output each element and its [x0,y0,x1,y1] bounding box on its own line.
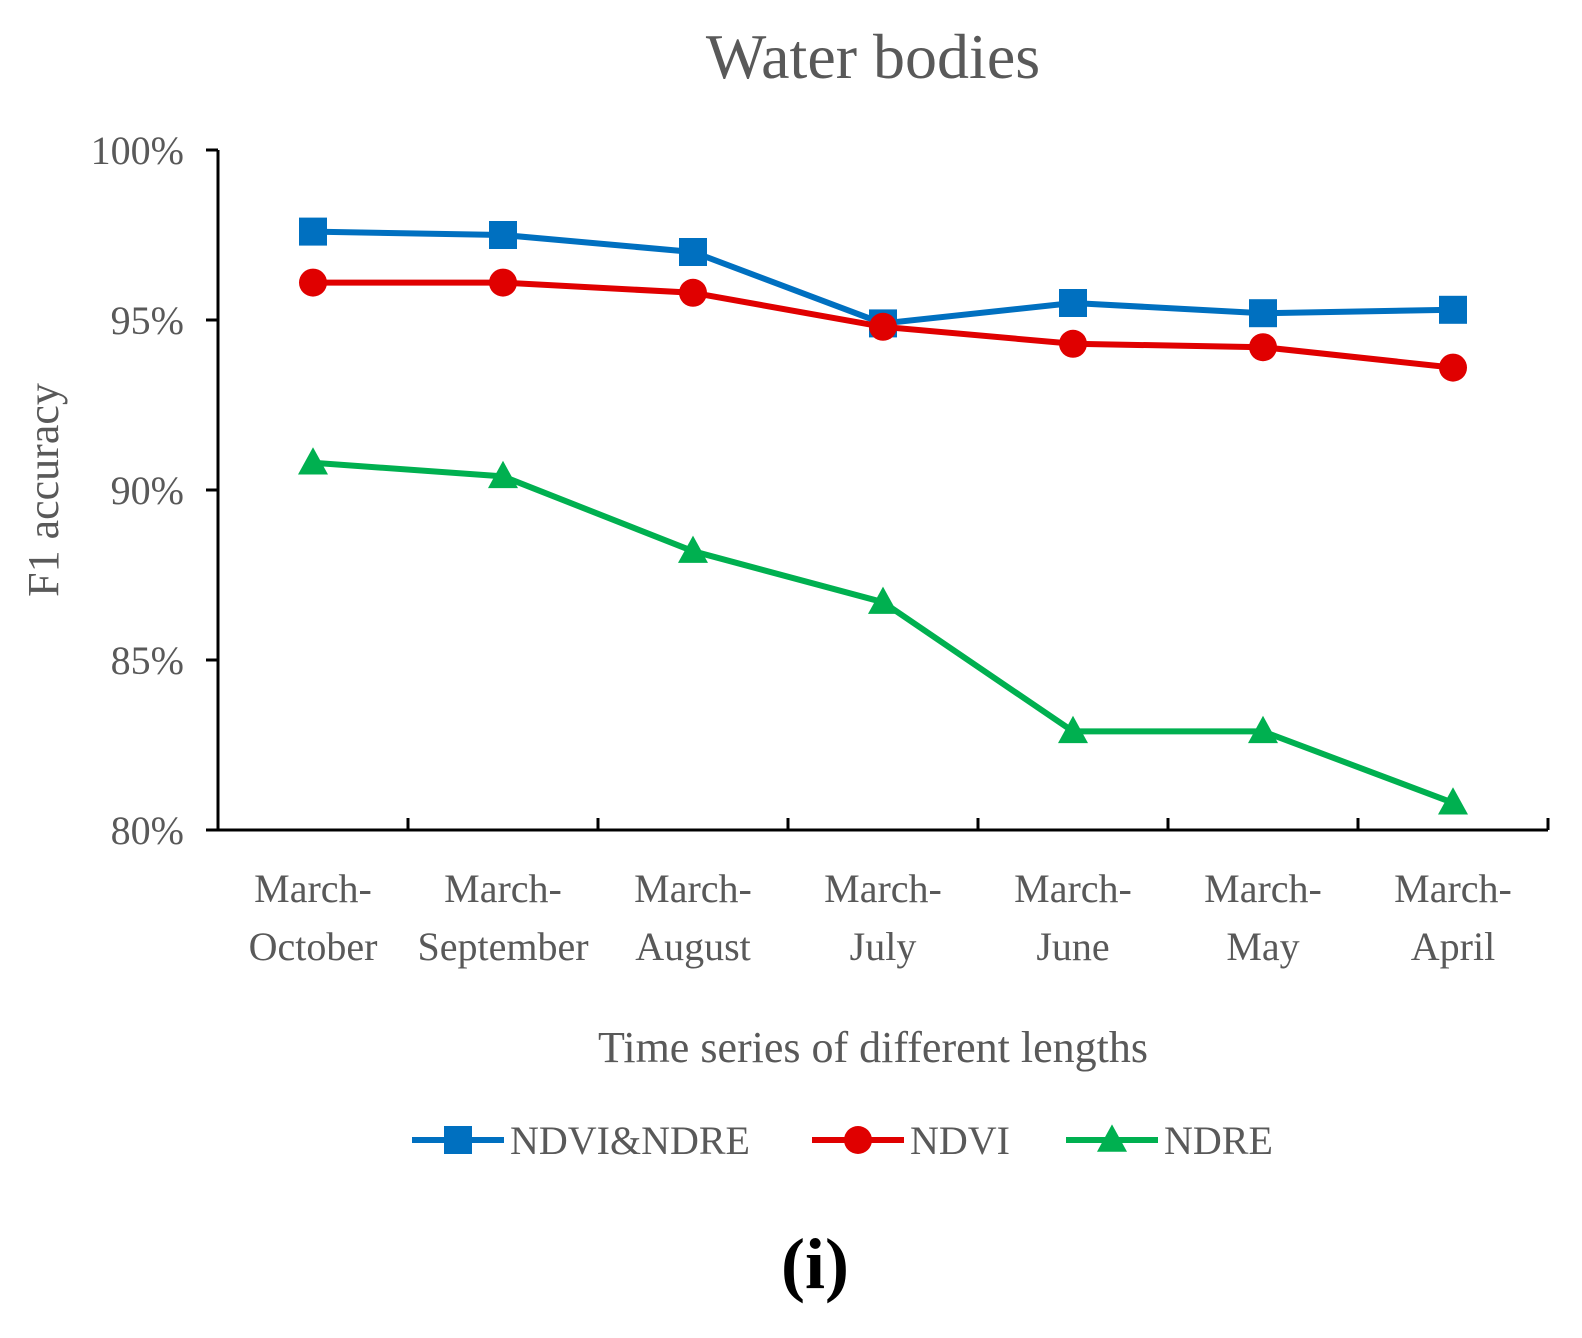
x-tick-label: May [1226,924,1299,969]
y-tick-label: 95% [111,298,184,343]
data-point-ndvi [299,268,327,297]
series-line-ndre [312,459,1455,806]
data-point-ndvi [489,268,517,297]
legend-label: NDVI&NDRE [510,1118,750,1163]
chart-title: Water bodies [706,21,1040,92]
x-tick-label: March- [444,866,562,911]
x-tick-label: March- [1014,866,1132,911]
legend-label: NDRE [1164,1118,1273,1163]
data-point-ndre [1438,787,1468,815]
legend-marker [844,1126,872,1154]
x-tick-label: July [850,924,917,969]
x-axis: March- October March- September March- August… [218,818,1550,969]
data-point-ndre [488,460,518,489]
data-point-ndvi [869,312,897,341]
y-tick-label: 90% [111,468,184,513]
data-point-ndvi [1249,333,1277,362]
data-point-ndvi-ndre [489,221,517,249]
data-point-ndre [678,535,708,563]
x-tick-label: October [249,924,378,969]
legend-label: NDVI [910,1118,1010,1163]
data-point-ndre [298,447,328,475]
x-tick-label: June [1036,924,1109,969]
series-ndvi [299,268,1467,382]
x-tick-label: March- [1394,866,1512,911]
data-point-ndvi-ndre [1439,295,1467,324]
data-point-ndre [1248,715,1278,744]
data-point-ndvi-ndre [299,217,327,246]
x-tick-label: March- [1204,866,1322,911]
x-tick-label: April [1411,924,1495,969]
data-point-ndvi [1059,329,1087,358]
x-tick-label: March- [634,866,752,911]
x-axis-label: Time series of different lengths [598,1023,1148,1072]
data-point-ndre [1058,715,1088,744]
legend: NDVI&NDRE NDVI NDRE [412,1118,1273,1163]
series-ndre [298,447,1468,815]
x-tick-label: September [417,924,588,969]
data-point-ndvi [1439,353,1467,382]
legend-marker [1097,1124,1127,1152]
y-tick-label: 80% [111,808,184,853]
legend-item-ndre: NDRE [1066,1118,1273,1163]
y-axis-label: F1 accuracy [19,383,68,597]
data-point-ndvi-ndre [1059,289,1087,317]
panel-label: (i) [781,1224,849,1304]
x-tick-label: March- [824,866,942,911]
legend-marker [444,1126,472,1154]
x-tick-label: August [635,924,751,969]
data-point-ndvi [679,278,707,307]
y-axis: 80% 85% 90% 95% 100% [91,128,220,853]
legend-item-ndvi-ndre: NDVI&NDRE [412,1118,750,1163]
data-point-ndvi-ndre [679,238,707,266]
y-tick-label: 85% [111,638,184,683]
y-tick-label: 100% [91,128,184,173]
data-point-ndre [868,586,898,614]
legend-item-ndvi: NDVI [812,1118,1010,1163]
series-layer [298,217,1468,815]
x-tick-label: March- [254,866,372,911]
data-point-ndvi-ndre [1249,299,1277,328]
